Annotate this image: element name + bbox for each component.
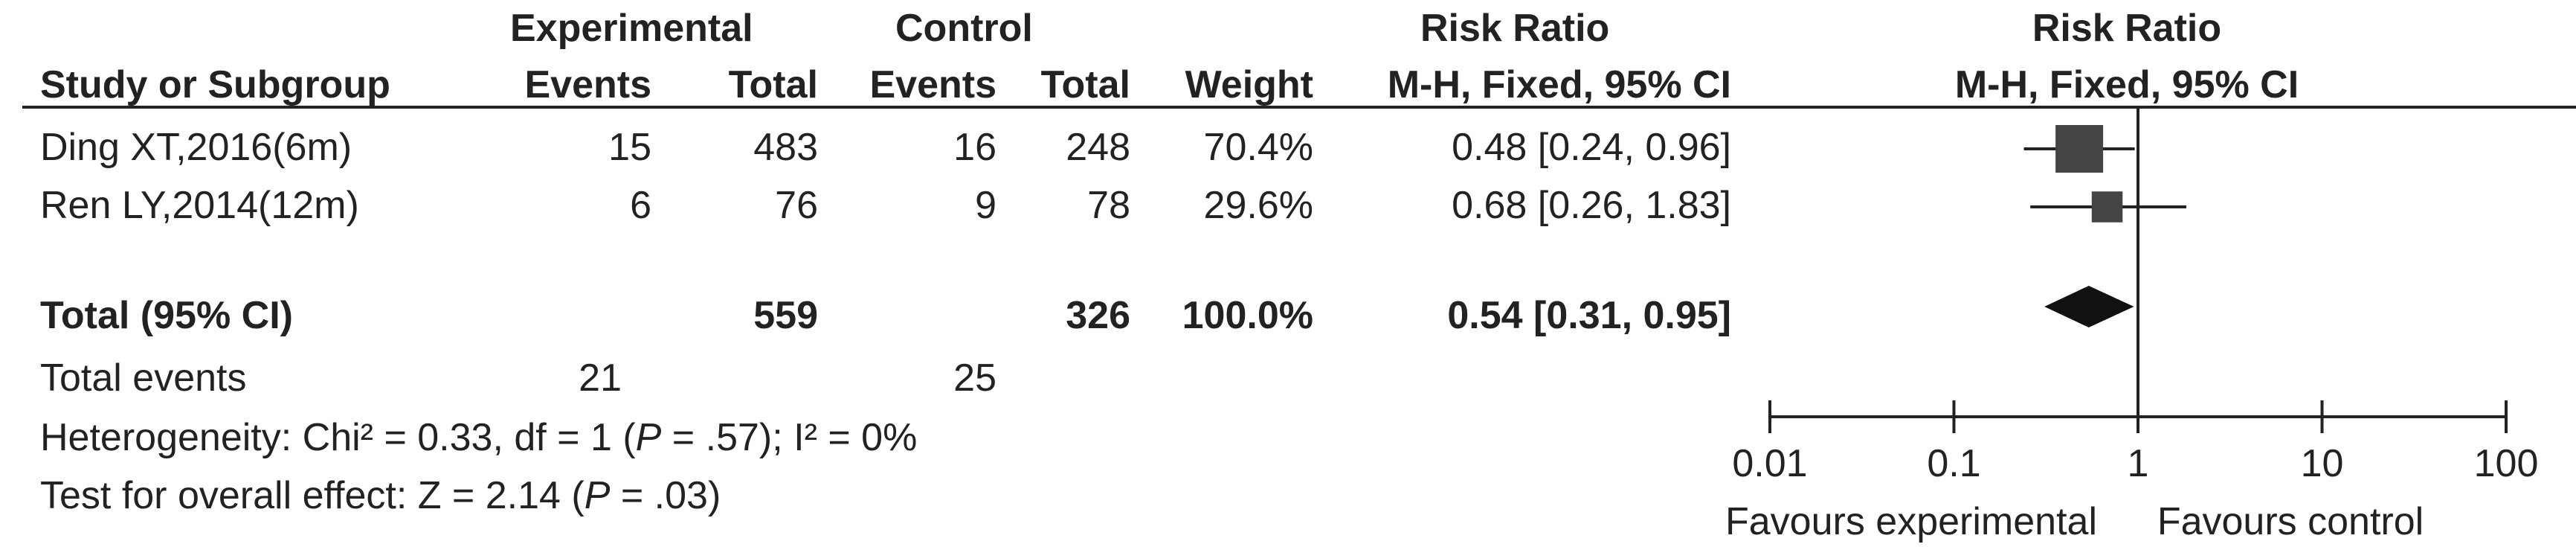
total-events-ctrl: 25 bbox=[953, 356, 996, 400]
x-axis-tick-label: 100 bbox=[2474, 442, 2539, 485]
heterogeneity-prefix: Heterogeneity: Chi² = 0.33, df = 1 ( bbox=[40, 416, 636, 459]
x-axis-tick-label: 1 bbox=[2128, 442, 2149, 485]
col-header-weight: Weight bbox=[1185, 63, 1313, 106]
total-weight: 100.0% bbox=[1182, 294, 1313, 337]
x-axis-tick-label: 0.1 bbox=[1927, 442, 1980, 485]
plot-title: Risk Ratio bbox=[2032, 7, 2222, 50]
rr-cell: 0.48 [0.24, 0.96] bbox=[1452, 126, 1731, 169]
study-name: Ding XT,2016(6m) bbox=[40, 126, 352, 169]
col-header-ctrl-total: Total bbox=[1040, 63, 1130, 106]
total-label: Total (95% CI) bbox=[40, 294, 293, 337]
plot-subtitle: M-H, Fixed, 95% CI bbox=[1954, 63, 2299, 106]
col-header-rr: M-H, Fixed, 95% CI bbox=[1387, 63, 1731, 106]
pooled-estimate-diamond bbox=[2044, 286, 2134, 327]
study-estimate-marker bbox=[2091, 191, 2123, 223]
study-estimate-marker bbox=[2055, 125, 2104, 173]
ctrl-events-cell: 16 bbox=[953, 126, 996, 169]
overall-effect-stat: Test for overall effect: Z = 2.14 (P = .… bbox=[40, 476, 721, 515]
col-header-study: Study or Subgroup bbox=[40, 63, 390, 106]
marks-layer bbox=[2023, 125, 2186, 327]
control-group-header: Control bbox=[895, 7, 1033, 50]
weight-cell: 70.4% bbox=[1203, 126, 1313, 169]
rr-cell: 0.68 [0.26, 1.83] bbox=[1452, 184, 1731, 227]
overall-effect-p-symbol: P bbox=[584, 474, 611, 517]
col-header-ctrl-events: Events bbox=[869, 63, 996, 106]
total-rr: 0.54 [0.31, 0.95] bbox=[1447, 294, 1731, 337]
total-ctrl-total: 326 bbox=[1066, 294, 1130, 337]
experimental-group-header: Experimental bbox=[510, 7, 753, 50]
heterogeneity-stat: Heterogeneity: Chi² = 0.33, df = 1 (P = … bbox=[40, 418, 917, 457]
col-header-exp-total: Total bbox=[728, 63, 818, 106]
favours-control-label: Favours control bbox=[2157, 500, 2424, 543]
weight-cell: 29.6% bbox=[1203, 184, 1313, 227]
overall-effect-prefix: Test for overall effect: Z = 2.14 ( bbox=[40, 474, 585, 517]
risk-ratio-group-header: Risk Ratio bbox=[1420, 7, 1610, 50]
exp-events-cell: 6 bbox=[630, 184, 651, 227]
ctrl-events-cell: 9 bbox=[975, 184, 996, 227]
col-header-exp-events: Events bbox=[524, 63, 651, 106]
heterogeneity-suffix: = .57); I² = 0% bbox=[661, 416, 918, 459]
heterogeneity-p-symbol: P bbox=[635, 416, 662, 459]
study-name: Ren LY,2014(12m) bbox=[40, 184, 359, 227]
exp-total-cell: 483 bbox=[753, 126, 818, 169]
exp-total-cell: 76 bbox=[775, 184, 818, 227]
total-events-label: Total events bbox=[40, 356, 247, 400]
axis-layer: 0.01 0.1 1 10 100 Favours experimental Favours… bbox=[1725, 106, 2538, 543]
header-divider bbox=[22, 106, 2576, 109]
ctrl-total-cell: 248 bbox=[1066, 126, 1130, 169]
x-axis-tick-label: 10 bbox=[2301, 442, 2344, 485]
total-exp-total: 559 bbox=[753, 294, 818, 337]
favours-experimental-label: Favours experimental bbox=[1725, 500, 2097, 543]
overall-effect-suffix: = .03) bbox=[610, 474, 721, 517]
ctrl-total-cell: 78 bbox=[1087, 184, 1130, 227]
total-events-exp: 21 bbox=[579, 356, 622, 400]
exp-events-cell: 15 bbox=[608, 126, 651, 169]
x-axis-tick-label: 0.01 bbox=[1732, 442, 1807, 485]
